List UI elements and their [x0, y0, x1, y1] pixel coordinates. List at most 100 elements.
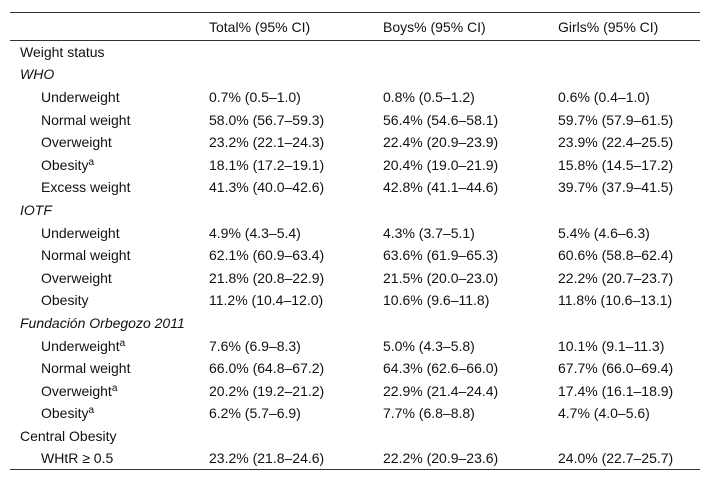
- table-row: Weight status: [10, 41, 700, 64]
- table-row: Normal weight 62.1% (60.9–63.4) 63.6% (61.…: [10, 244, 700, 267]
- value-cell: 22.2% (20.7–23.7): [558, 269, 674, 286]
- value-cell: 23.2% (21.8–24.6): [209, 450, 325, 467]
- row-label-cell: Underweight: [10, 221, 209, 244]
- row-label-cell: Obesitya: [10, 402, 209, 425]
- value-cell: 23.2% (22.1–24.3): [209, 134, 325, 151]
- value-cell: 7.7% (6.8–8.8): [383, 405, 475, 422]
- value-cell: 0.6% (0.4–1.0): [558, 88, 650, 105]
- table-row: Overweighta 20.2% (19.2–21.2) 22.9% (21.4–…: [10, 379, 700, 402]
- row-label: Underweight: [41, 224, 120, 241]
- row-label: WHO: [20, 66, 55, 83]
- table-row: Overweight 23.2% (22.1–24.3) 22.4% (20.9–2…: [10, 131, 700, 154]
- row-label-cell: Underweight: [10, 86, 209, 109]
- table-row: Overweight 21.8% (20.8–22.9) 21.5% (20.0–2…: [10, 266, 700, 289]
- value-cell: 5.0% (4.3–5.8): [383, 337, 475, 354]
- footnote-mark: a: [111, 382, 118, 394]
- row-label: Overweight: [41, 269, 112, 286]
- value-cell: 21.5% (20.0–23.0): [383, 269, 499, 286]
- table-row: Obesitya 6.2% (5.7–6.9) 7.7% (6.8–8.8) 4.7%…: [10, 402, 700, 425]
- header-cell: Girls% (95% CI): [558, 18, 659, 35]
- value-cell: 60.6% (58.8–62.4): [558, 247, 674, 264]
- row-label-cell: Overweighta: [10, 379, 209, 402]
- table-row: Fundación Orbegozo 2011: [10, 312, 700, 335]
- value-cell: 58.0% (56.7–59.3): [209, 111, 325, 128]
- table-row: Obesitya 18.1% (17.2–19.1) 20.4% (19.0–21.…: [10, 153, 700, 176]
- value-cell: 64.3% (62.6–66.0): [383, 360, 499, 377]
- empty-cell: [209, 312, 700, 335]
- value-cell: 67.7% (66.0–69.4): [558, 360, 674, 377]
- row-label-cell: Excess weight: [10, 176, 209, 199]
- value-cell: 20.2% (19.2–21.2): [209, 382, 325, 399]
- row-label: IOTF: [20, 201, 52, 218]
- table-row: Normal weight 58.0% (56.7–59.3) 56.4% (54.…: [10, 108, 700, 131]
- row-label-cell: Obesity: [10, 289, 209, 312]
- header-cell: Boys% (95% CI): [383, 18, 486, 35]
- row-label-cell: WHtR ≥ 0.5: [10, 447, 209, 470]
- row-label-cell: Weight status: [10, 41, 209, 64]
- row-label: WHtR ≥ 0.5: [41, 450, 114, 467]
- value-cell: 17.4% (16.1–18.9): [558, 382, 674, 399]
- row-label-cell: Normal weight: [10, 108, 209, 131]
- row-label: Obesity: [41, 156, 89, 173]
- table-row: Central Obesity: [10, 425, 700, 448]
- value-cell: 15.8% (14.5–17.2): [558, 156, 674, 173]
- row-label: Weight status: [20, 44, 105, 61]
- row-label-cell: Central Obesity: [10, 425, 209, 448]
- row-label: Normal weight: [41, 360, 131, 377]
- row-label: Overweight: [41, 382, 112, 399]
- value-cell: 23.9% (22.4–25.5): [558, 134, 674, 151]
- value-cell: 59.7% (57.9–61.5): [558, 111, 674, 128]
- value-cell: 62.1% (60.9–63.4): [209, 247, 325, 264]
- row-label-cell: Overweight: [10, 266, 209, 289]
- row-label-cell: Obesitya: [10, 153, 209, 176]
- table-row: IOTF: [10, 199, 700, 222]
- value-cell: 21.8% (20.8–22.9): [209, 269, 325, 286]
- header-row: Total% (95% CI) Boys% (95% CI) Girls% (95%…: [10, 12, 700, 41]
- row-label: Obesity: [41, 292, 89, 309]
- table-row: Underweighta 7.6% (6.9–8.3) 5.0% (4.3–5.8)…: [10, 334, 700, 357]
- footnote-mark: a: [88, 156, 95, 168]
- header-cell: [10, 13, 209, 41]
- value-cell: 0.8% (0.5–1.2): [383, 88, 475, 105]
- value-cell: 5.4% (4.6–6.3): [558, 224, 650, 241]
- row-label-cell: Normal weight: [10, 244, 209, 267]
- value-cell: 42.8% (41.1–44.6): [383, 179, 499, 196]
- row-label-cell: Fundación Orbegozo 2011: [10, 312, 209, 335]
- value-cell: 4.9% (4.3–5.4): [209, 224, 301, 241]
- row-label: Underweight: [41, 337, 120, 354]
- table-row: WHO: [10, 63, 700, 86]
- value-cell: 4.7% (4.0–5.6): [558, 405, 650, 422]
- value-cell: 39.7% (37.9–41.5): [558, 179, 674, 196]
- row-label: Excess weight: [41, 179, 131, 196]
- row-label-cell: Normal weight: [10, 357, 209, 380]
- value-cell: 10.1% (9.1–11.3): [558, 337, 665, 354]
- table-header: Total% (95% CI) Boys% (95% CI) Girls% (95%…: [10, 12, 700, 41]
- row-label-cell: WHO: [10, 63, 209, 86]
- row-label: Normal weight: [41, 247, 131, 264]
- footnote-mark: a: [119, 337, 126, 349]
- value-cell: 4.3% (3.7–5.1): [383, 224, 475, 241]
- value-cell: 56.4% (54.6–58.1): [383, 111, 499, 128]
- value-cell: 22.2% (20.9–23.6): [383, 450, 499, 467]
- value-cell: 11.2% (10.4–12.0): [209, 292, 324, 309]
- value-cell: 22.4% (20.9–23.9): [383, 134, 499, 151]
- row-label: Obesity: [41, 405, 89, 422]
- row-label-cell: Overweight: [10, 131, 209, 154]
- row-label: Central Obesity: [20, 427, 117, 444]
- data-table: Total% (95% CI) Boys% (95% CI) Girls% (95%…: [10, 12, 700, 470]
- value-cell: 24.0% (22.7–25.7): [558, 450, 674, 467]
- table-row: Underweight 4.9% (4.3–5.4) 4.3% (3.7–5.1) 5…: [10, 221, 700, 244]
- value-cell: 22.9% (21.4–24.4): [383, 382, 499, 399]
- row-label: Fundación Orbegozo 2011: [20, 314, 185, 331]
- empty-cell: [209, 63, 700, 86]
- value-cell: 66.0% (64.8–67.2): [209, 360, 325, 377]
- value-cell: 41.3% (40.0–42.6): [209, 179, 325, 196]
- table-row: Normal weight 66.0% (64.8–67.2) 64.3% (62.…: [10, 357, 700, 380]
- value-cell: 7.6% (6.9–8.3): [209, 337, 301, 354]
- value-cell: 11.8% (10.6–13.1): [558, 292, 673, 309]
- value-cell: 6.2% (5.7–6.9): [209, 405, 301, 422]
- table-row: WHtR ≥ 0.5 23.2% (21.8–24.6) 22.2% (20.9–2…: [10, 447, 700, 470]
- table-row: Underweight 0.7% (0.5–1.0) 0.8% (0.5–1.2) 0…: [10, 86, 700, 109]
- empty-cell: [209, 199, 700, 222]
